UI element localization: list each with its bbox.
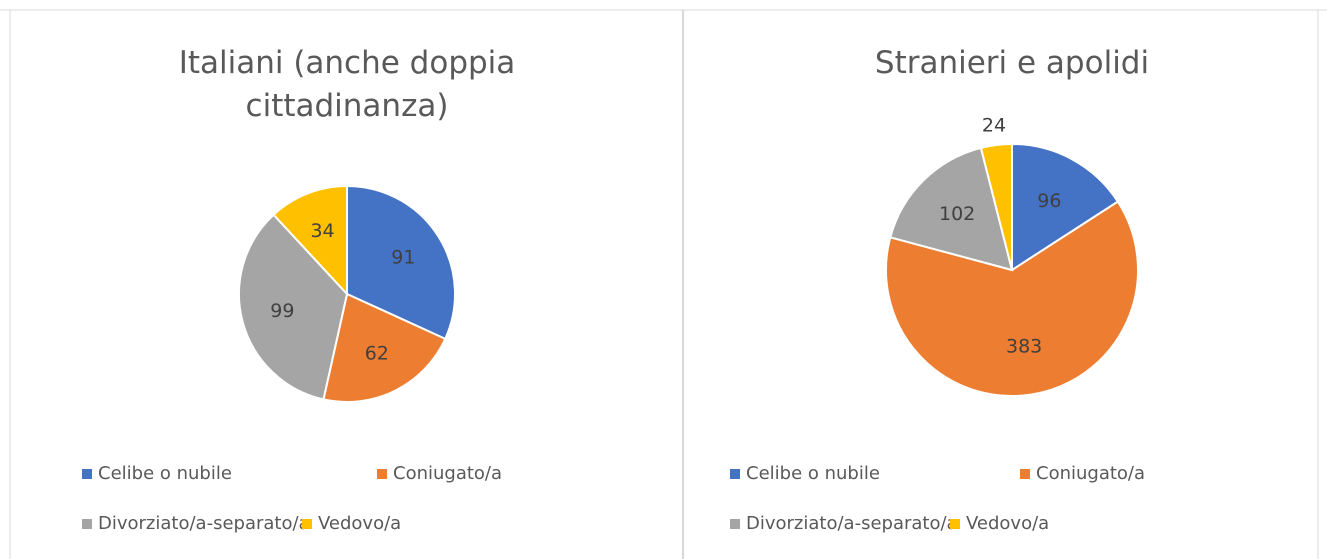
data-label: 383 — [1006, 336, 1042, 358]
data-label: 102 — [939, 203, 975, 225]
legend-swatch — [302, 519, 312, 529]
data-label: 34 — [310, 220, 334, 242]
pie-slice — [889, 146, 1014, 272]
legend-swatch — [82, 469, 92, 479]
pie-slice — [1011, 142, 1120, 272]
pie-slice — [272, 184, 348, 297]
data-label: 62 — [365, 342, 389, 364]
pie-slice — [322, 292, 447, 403]
legend-swatch — [730, 469, 740, 479]
legend-label: Vedovo/a — [318, 513, 401, 534]
data-label: 99 — [270, 300, 294, 322]
legend-label: Divorziato/a-separato/a — [98, 513, 310, 534]
legend-label: Coniugato/a — [393, 463, 502, 484]
data-label: 96 — [1037, 190, 1061, 212]
legend-swatch — [377, 469, 387, 479]
legend-swatch — [950, 519, 960, 529]
chart-title: Stranieri e apolidi — [874, 45, 1150, 81]
data-label: 91 — [391, 246, 415, 268]
legend-label: Celibe o nubile — [98, 463, 232, 484]
legend-label: Vedovo/a — [966, 513, 1049, 534]
legend-swatch — [730, 519, 740, 529]
legend-swatch — [82, 519, 92, 529]
legend-swatch — [1020, 469, 1030, 479]
pie-slice — [885, 200, 1139, 397]
legend-label: Divorziato/a-separato/a — [746, 513, 958, 534]
legend-label: Celibe o nubile — [746, 463, 880, 484]
pie-slice — [346, 184, 456, 341]
legend-label: Coniugato/a — [1036, 463, 1145, 484]
chart-title: Italiani (anche doppia cittadinanza) — [178, 45, 516, 124]
pie-slice — [979, 142, 1013, 271]
title-box: Stranieri e apolidi — [874, 45, 1150, 81]
pie-slice — [238, 213, 349, 401]
title-box: Italiani (anche doppia cittadinanza) — [178, 45, 516, 124]
data-label: 24 — [982, 115, 1006, 137]
